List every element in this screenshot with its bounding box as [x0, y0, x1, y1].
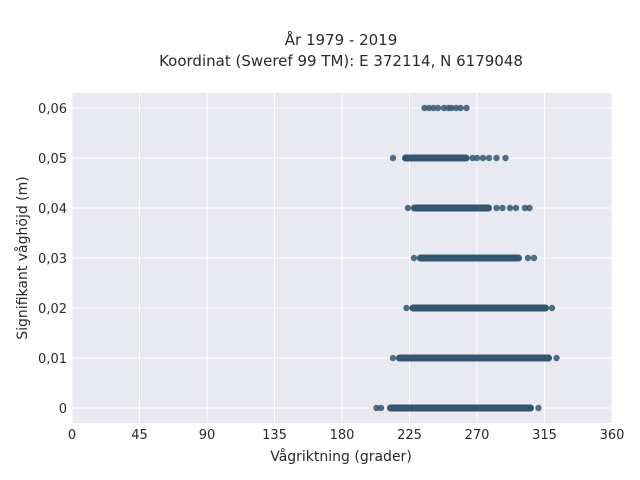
x-tick-label: 135	[262, 428, 287, 443]
data-point	[452, 104, 460, 112]
data-point	[506, 204, 514, 212]
data-point	[434, 104, 442, 112]
data-point	[479, 154, 487, 162]
x-tick-labels: 0 45 90 135 180 225 270 315 360	[68, 428, 625, 443]
data-point	[535, 404, 542, 412]
data-point	[377, 404, 385, 412]
data-point	[521, 204, 529, 212]
point-band	[389, 354, 560, 362]
data-point	[485, 154, 493, 162]
y-tick-label: 0,03	[38, 252, 67, 267]
x-axis-label: Vågriktning (grader)	[270, 448, 412, 465]
data-point	[421, 104, 428, 112]
point-band	[404, 204, 533, 212]
dense-point-cluster	[417, 254, 522, 262]
dense-point-cluster	[396, 354, 552, 362]
x-tick-label: 225	[397, 428, 422, 443]
dense-point-cluster	[411, 204, 492, 212]
point-band	[403, 304, 556, 312]
x-tick-label: 45	[131, 428, 148, 443]
data-point	[493, 204, 500, 212]
data-point	[526, 204, 533, 212]
y-tick-label: 0,01	[38, 352, 67, 367]
data-point	[373, 404, 380, 412]
y-tick-labels: 0 0,01 0,02 0,03 0,04 0,05 0,06	[38, 102, 67, 417]
chart-title: År 1979 - 2019	[285, 30, 398, 49]
y-tick-label: 0,05	[38, 152, 67, 167]
data-point	[548, 304, 556, 312]
x-tick-label: 360	[600, 428, 625, 443]
data-point	[440, 104, 448, 112]
data-point	[499, 204, 506, 212]
x-tick-label: 0	[68, 428, 76, 443]
x-tick-label: 270	[465, 428, 490, 443]
dense-point-cluster	[387, 404, 534, 412]
data-point	[502, 154, 509, 162]
data-point	[430, 104, 437, 112]
y-tick-label: 0,04	[38, 202, 67, 217]
y-tick-label: 0,06	[38, 102, 67, 117]
data-point	[425, 104, 433, 112]
data-point	[448, 104, 455, 112]
dense-point-cluster	[409, 304, 549, 312]
data-point	[457, 104, 464, 112]
data-point	[553, 354, 560, 362]
x-tick-label: 180	[330, 428, 355, 443]
data-point	[389, 154, 397, 162]
data-point	[512, 204, 520, 212]
data-point	[469, 154, 476, 162]
data-point	[473, 154, 481, 162]
point-band	[421, 104, 470, 112]
data-point	[410, 254, 418, 262]
x-tick-label: 315	[532, 428, 557, 443]
data-points	[373, 104, 560, 412]
data-point	[463, 104, 470, 112]
point-band	[373, 404, 542, 412]
y-axis-label: Signifikant våghöjd (m)	[14, 176, 31, 339]
data-point	[389, 354, 397, 362]
data-point	[403, 304, 410, 312]
y-tick-label: 0	[59, 402, 67, 417]
data-point	[530, 254, 538, 262]
y-tick-label: 0,02	[38, 302, 67, 317]
chart-subtitle: Koordinat (Sweref 99 TM): E 372114, N 61…	[159, 52, 523, 70]
point-band	[389, 154, 509, 162]
x-tick-label: 90	[199, 428, 216, 443]
dense-point-cluster	[402, 154, 470, 162]
data-point	[524, 254, 532, 262]
data-point	[404, 204, 412, 212]
data-point	[493, 154, 500, 162]
point-band	[410, 254, 538, 262]
